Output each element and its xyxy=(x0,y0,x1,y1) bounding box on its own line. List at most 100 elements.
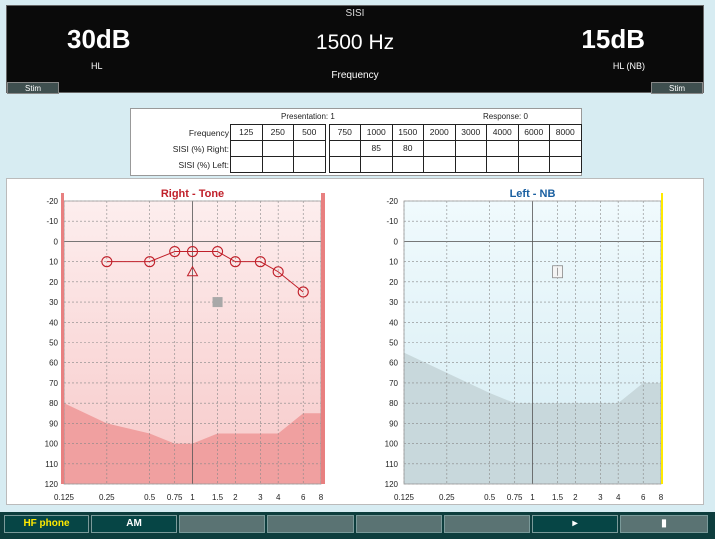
status-header: SISI 30dB 1500 Hz 15dB HL Frequency HL (… xyxy=(6,5,704,94)
chart-title: Left - NB xyxy=(510,188,556,200)
left-sisi-cell[interactable] xyxy=(328,156,361,173)
frequency-row-label: Frequency xyxy=(188,128,229,138)
y-tick-label: 70 xyxy=(49,379,58,388)
x-tick-label: 1.5 xyxy=(212,493,224,502)
right-sisi-cell[interactable]: 80 xyxy=(391,140,424,157)
left-sisi-cell[interactable] xyxy=(517,156,550,173)
y-tick-label: 120 xyxy=(385,480,399,489)
stim-right-indicator[interactable]: Stim xyxy=(651,82,703,94)
left-sisi-cell[interactable] xyxy=(486,156,519,173)
x-tick-label: 4 xyxy=(276,493,281,502)
left-sisi-cell[interactable] xyxy=(230,156,263,173)
x-tick-label: 0.75 xyxy=(507,493,523,502)
right-sisi-cell[interactable] xyxy=(328,140,361,157)
y-tick-label: 10 xyxy=(389,258,398,267)
function-key-6[interactable] xyxy=(444,515,530,533)
function-key-5[interactable] xyxy=(356,515,442,533)
function-key-bar: HF phone AM ▸ ▮ xyxy=(0,512,715,539)
y-tick-label: 50 xyxy=(389,339,398,348)
response-count: Response: 0 xyxy=(483,112,528,121)
x-tick-label: 0.25 xyxy=(439,493,455,502)
left-sisi-cell[interactable] xyxy=(423,156,456,173)
left-ear-level: 15dB xyxy=(581,24,645,54)
y-tick-label: 40 xyxy=(389,318,398,327)
threshold-marker xyxy=(144,256,156,268)
function-key-4[interactable] xyxy=(267,515,354,533)
right-sisi-cell[interactable] xyxy=(261,140,294,157)
y-tick-label: 20 xyxy=(389,278,398,287)
left-level-unit: HL (NB) xyxy=(612,61,645,71)
stim-left-indicator[interactable]: Stim xyxy=(7,82,59,94)
freq-cell: 3000 xyxy=(454,124,487,141)
x-tick-label: 6 xyxy=(301,493,306,502)
threshold-marker xyxy=(254,256,266,268)
x-tick-label: 0.125 xyxy=(54,493,75,502)
x-tick-label: 1.5 xyxy=(552,493,564,502)
y-tick-label: 10 xyxy=(49,258,58,267)
x-tick-label: 8 xyxy=(319,493,324,502)
y-tick-label: 30 xyxy=(49,298,58,307)
y-tick-label: 60 xyxy=(49,359,58,368)
left-sisi-cell[interactable] xyxy=(360,156,393,173)
x-tick-label: 4 xyxy=(616,493,621,502)
right-sisi-cell[interactable] xyxy=(293,140,326,157)
current-level-marker xyxy=(212,297,223,308)
x-tick-label: 2 xyxy=(573,493,578,502)
right-sisi-cell[interactable] xyxy=(454,140,487,157)
threshold-marker xyxy=(297,286,309,298)
function-key-7[interactable]: ▸ xyxy=(532,515,618,533)
right-sisi-cell[interactable] xyxy=(230,140,263,157)
y-tick-label: 70 xyxy=(389,379,398,388)
x-tick-label: 0.5 xyxy=(144,493,156,502)
x-tick-label: 1 xyxy=(530,493,535,502)
frequency-readout: 1500 Hz xyxy=(315,31,395,54)
freq-cell: 4000 xyxy=(486,124,519,141)
function-key-3[interactable] xyxy=(179,515,265,533)
right-sisi-cell[interactable] xyxy=(486,140,519,157)
x-tick-label: 3 xyxy=(598,493,603,502)
x-tick-label: 0.125 xyxy=(394,493,415,502)
sisi-results-table: Presentation: 1 Response: 0 Frequency SI… xyxy=(130,108,582,176)
function-key-8[interactable]: ▮ xyxy=(620,515,708,533)
x-tick-label: 0.5 xyxy=(484,493,496,502)
right-sisi-cell[interactable]: 85 xyxy=(360,140,393,157)
y-tick-label: 100 xyxy=(385,440,399,449)
triangle-marker xyxy=(186,265,199,277)
y-tick-label: 30 xyxy=(389,298,398,307)
function-key-2[interactable]: AM xyxy=(91,515,177,533)
right-tone-chart: -20 -10 0 10 20 30 40 50 60 70 80 90 100 110 120 0.125 0… xyxy=(45,188,325,502)
y-tick-label: 60 xyxy=(389,359,398,368)
threshold-marker xyxy=(186,245,199,258)
y-tick-label: 20 xyxy=(49,278,58,287)
audiogram-panel: -20 -10 0 10 20 30 40 50 60 70 80 90 100 110 120 0.125 0… xyxy=(6,178,704,505)
right-row-label: SISI (%) Right: xyxy=(172,144,229,154)
x-tick-label: 8 xyxy=(659,493,664,502)
y-tick-label: -20 xyxy=(386,197,398,206)
y-tick-label: 80 xyxy=(49,399,58,408)
right-sisi-cell[interactable] xyxy=(549,140,582,157)
left-row-label: SISI (%) Left: xyxy=(178,160,229,170)
left-sisi-cell[interactable] xyxy=(261,156,294,173)
freq-cell: 6000 xyxy=(517,124,550,141)
x-tick-label: 2 xyxy=(233,493,238,502)
left-sisi-cell[interactable] xyxy=(293,156,326,173)
left-sisi-cell[interactable] xyxy=(549,156,582,173)
left-sisi-cell[interactable] xyxy=(454,156,487,173)
y-tick-label: 90 xyxy=(389,419,398,428)
y-tick-label: 50 xyxy=(49,339,58,348)
freq-cell: 8000 xyxy=(549,124,582,141)
function-key-1[interactable]: HF phone xyxy=(4,515,89,533)
right-sisi-cell[interactable] xyxy=(423,140,456,157)
right-sisi-cell[interactable] xyxy=(517,140,550,157)
y-tick-label: 0 xyxy=(54,237,59,246)
freq-cell: 250 xyxy=(261,124,294,141)
x-tick-label: 0.75 xyxy=(167,493,183,502)
x-tick-label: 1 xyxy=(190,493,195,502)
test-title: SISI xyxy=(345,8,365,19)
threshold-marker xyxy=(169,245,181,258)
freq-cell: 2000 xyxy=(423,124,456,141)
left-sisi-cell[interactable] xyxy=(391,156,424,173)
right-ear-level: 30dB xyxy=(67,24,131,54)
side-bar xyxy=(61,193,64,484)
